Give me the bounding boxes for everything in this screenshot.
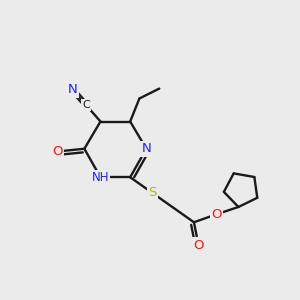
Text: C: C	[82, 100, 90, 110]
Text: N: N	[68, 83, 78, 96]
Text: O: O	[211, 208, 221, 221]
Text: S: S	[148, 187, 157, 200]
Text: O: O	[193, 239, 204, 252]
Text: O: O	[52, 145, 62, 158]
Text: N: N	[141, 142, 151, 155]
Text: NH: NH	[92, 171, 109, 184]
